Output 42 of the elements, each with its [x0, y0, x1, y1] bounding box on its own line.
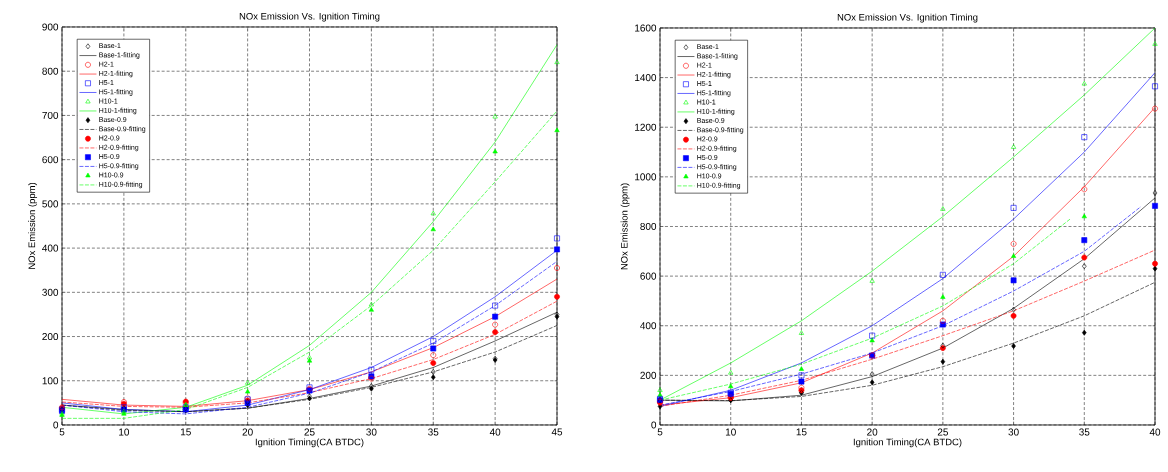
- x-tick-label: 5: [657, 428, 663, 436]
- x-tick-label: 45: [551, 428, 563, 436]
- y-tick-label: 800: [640, 222, 657, 231]
- x-tick-label: 35: [428, 428, 439, 436]
- y-tick-label: 1200: [635, 123, 657, 131]
- x-axis-title: Ignition Timing(CA BTDC): [255, 438, 364, 448]
- y-axis-title: NOx Emission (ppm): [28, 182, 38, 269]
- y-tick-label: 700: [42, 111, 59, 119]
- chart-title: NOx Emission Vs. Ignition Timing: [837, 13, 978, 23]
- x-tick-label: 25: [937, 428, 948, 436]
- x-tick-label: 40: [489, 428, 501, 436]
- x-tick-label: 25: [304, 428, 315, 436]
- x-tick-label: 5: [59, 428, 65, 436]
- y-tick-label: 900: [42, 23, 59, 31]
- x-tick-label: 15: [180, 428, 191, 436]
- y-tick-label: 400: [42, 244, 59, 252]
- x-tick-label: 10: [119, 428, 130, 436]
- x-tick-label: 20: [242, 428, 253, 436]
- x-tick-label: 15: [796, 428, 807, 436]
- y-tick-label: 600: [640, 272, 657, 280]
- chart-title: NOx Emission Vs. Ignition Timing: [239, 12, 380, 22]
- x-tick-label: 35: [1079, 428, 1090, 436]
- x-axis-title: Ignition Timing(CA BTDC): [853, 438, 962, 448]
- x-tick-label: 40: [1149, 428, 1161, 436]
- x-tick-label: 10: [725, 428, 736, 436]
- y-tick-label: 400: [640, 322, 657, 330]
- y-tick-label: 1000: [635, 173, 657, 181]
- y-tick-label: 200: [640, 371, 657, 379]
- y-tick-label: 200: [42, 333, 59, 341]
- y-tick-label: 600: [42, 156, 59, 164]
- y-tick-label: 0: [53, 421, 59, 429]
- y-axis-title: NOx Emission (ppm): [620, 183, 630, 270]
- y-tick-label: 300: [42, 288, 59, 296]
- y-tick-label: 800: [42, 67, 59, 75]
- x-tick-label: 30: [366, 428, 377, 436]
- y-tick-label: 100: [42, 377, 59, 385]
- y-tick-label: 1400: [635, 74, 657, 82]
- y-tick-label: 0: [651, 421, 657, 429]
- y-tick-label: 1600: [635, 24, 657, 32]
- x-tick-label: 20: [867, 428, 878, 436]
- x-tick-label: 30: [1008, 428, 1019, 436]
- y-tick-label: 500: [42, 200, 59, 208]
